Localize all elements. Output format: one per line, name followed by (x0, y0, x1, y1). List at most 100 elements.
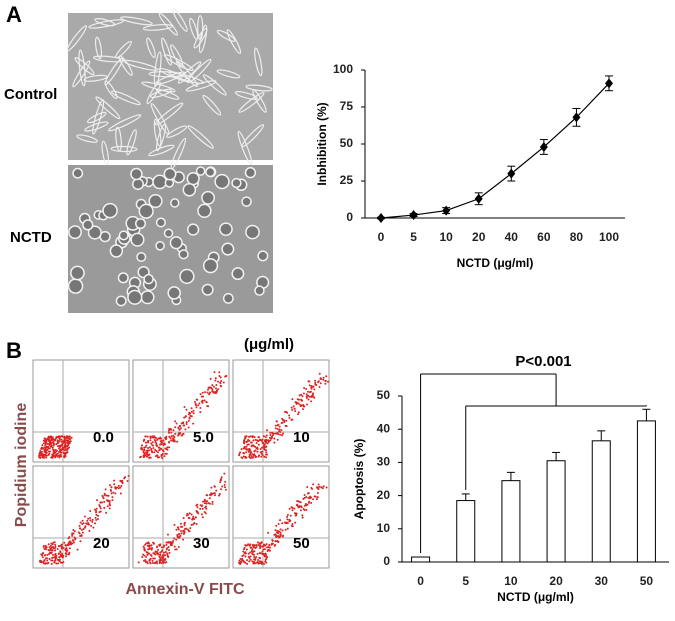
flow-dot (301, 395, 304, 398)
flow-dot (244, 436, 247, 439)
flow-dot (124, 476, 127, 479)
flow-dot (160, 437, 163, 440)
flow-dot (112, 491, 115, 494)
flow-dot (41, 554, 44, 557)
flow-dot (243, 552, 246, 555)
cell (172, 8, 188, 32)
flow-dot (52, 452, 55, 455)
flow-dot (308, 380, 311, 383)
flow-dot (247, 552, 250, 555)
flow-dot (291, 525, 294, 528)
flow-dot (244, 555, 247, 558)
flow-dot (179, 522, 182, 525)
flow-dot (324, 382, 327, 385)
flow-dot (56, 455, 59, 458)
flow-dot (158, 559, 161, 562)
flow-dot (219, 384, 222, 387)
flow-dot (60, 547, 63, 550)
flow-dot (251, 548, 254, 551)
flow-dot (161, 549, 164, 552)
flow-dot (204, 391, 207, 394)
flow-dot (302, 497, 305, 500)
flow-dot (254, 449, 257, 452)
flow-dot (148, 546, 151, 549)
flow-dot (161, 456, 164, 459)
flow-dot (256, 561, 259, 564)
flow-dot (185, 421, 188, 424)
flow-dot (64, 549, 67, 552)
flow-dot (101, 501, 104, 504)
flow-dot (212, 385, 215, 388)
flow-dot (60, 455, 63, 458)
flow-dot (174, 420, 177, 423)
flow-dot (292, 405, 295, 408)
y-tick-label: 50 (340, 136, 354, 150)
flow-dot (200, 400, 203, 403)
cell (140, 290, 155, 305)
cell (161, 37, 173, 66)
flow-dot (50, 562, 53, 565)
flow-dot (103, 494, 106, 497)
flow-dot (180, 422, 183, 425)
flow-dot (166, 552, 169, 555)
flow-dot (120, 484, 123, 487)
flow-dot (87, 522, 90, 525)
flow-dot (246, 448, 249, 451)
flow-dot (259, 547, 262, 550)
flow-dot (45, 454, 48, 457)
flow-dot (243, 442, 246, 445)
flow-dot (288, 507, 291, 510)
flow-dot (190, 523, 193, 526)
flow-dot (45, 456, 48, 459)
flow-dot (173, 435, 176, 438)
flow-dot (318, 386, 321, 389)
flow-dot (164, 554, 167, 557)
flow-dot (144, 441, 147, 444)
data-point (605, 78, 613, 89)
flow-dot (108, 501, 111, 504)
flow-dot (145, 444, 148, 447)
cell (153, 51, 162, 87)
flow-dot (219, 488, 222, 491)
flow-dot (257, 436, 260, 439)
flow-dot (248, 557, 251, 560)
flow-dot (266, 453, 269, 456)
flow-dot (84, 525, 87, 528)
flow-dot (52, 438, 55, 441)
flow-dot (253, 560, 256, 563)
flow-dot (311, 394, 314, 397)
cell (254, 47, 263, 77)
flow-dot (205, 502, 208, 505)
flow-dot (166, 533, 169, 536)
flow-dot (170, 431, 173, 434)
bar (501, 480, 521, 563)
flow-dot (217, 388, 220, 391)
flow-dot (98, 511, 101, 514)
flow-dot (144, 561, 147, 564)
flow-dot (167, 429, 170, 432)
flow-dot (242, 554, 245, 557)
x-tick-label: 0 (417, 574, 424, 588)
cell (197, 203, 212, 218)
flow-dot (176, 533, 179, 536)
flow-dot (185, 514, 188, 517)
flow-dot (224, 480, 227, 483)
flow-dot (262, 435, 265, 438)
flow-dot (44, 562, 47, 565)
flow-dot (141, 444, 144, 447)
flow-dot (42, 545, 45, 548)
flow-dot (259, 438, 262, 441)
flow-dot (151, 561, 154, 564)
flow-dot (303, 493, 306, 496)
flow-dot (102, 497, 105, 500)
flow-dot (141, 555, 144, 558)
flow-dot (212, 492, 215, 495)
flow-dot (165, 447, 168, 450)
flow-dot (47, 549, 50, 552)
flow-dot (39, 560, 42, 563)
y-tick-label: 30 (377, 455, 391, 469)
cell (198, 24, 208, 54)
cell (163, 54, 194, 72)
flow-dot (142, 559, 145, 562)
flow-dot (305, 393, 308, 396)
